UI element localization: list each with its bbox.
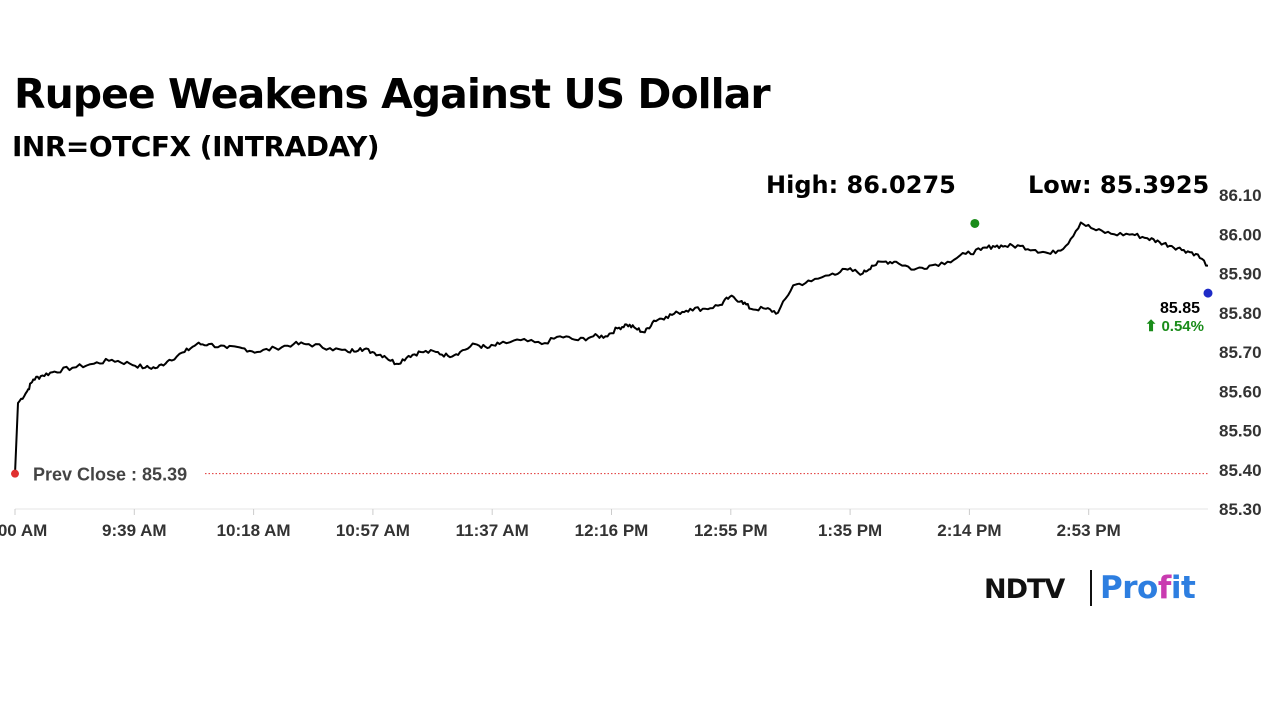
price-line [14, 221, 1208, 474]
last-point [1203, 288, 1213, 298]
ndtv-profit-logo: NDTV Profit [984, 568, 1204, 608]
y-tick-label: 86.10 [1219, 186, 1262, 205]
y-tick-label: 85.50 [1219, 422, 1262, 441]
logo-profit-end: it [1170, 570, 1196, 606]
start-point [11, 469, 19, 478]
low-stat: Low: 85.3925 [1028, 171, 1210, 199]
y-tick-label: 85.40 [1219, 461, 1262, 480]
x-tick-label: 12:16 PM [575, 521, 649, 540]
logo-divider [1090, 570, 1092, 606]
logo-profit-main: Pro [1100, 570, 1158, 606]
x-tick-label: 10:18 AM [217, 521, 291, 540]
x-tick-label: 2:53 PM [1057, 521, 1121, 540]
x-tick-label: 12:55 PM [694, 521, 768, 540]
x-tick-label: 11:37 AM [456, 521, 529, 540]
last-value-label: 85.85 [1160, 300, 1200, 317]
logo-profit-accent: f [1157, 570, 1172, 606]
y-tick-label: 85.90 [1219, 265, 1262, 284]
x-tick-label: 2:14 PM [937, 521, 1001, 540]
high-stat: High: 86.0275 [766, 171, 956, 199]
y-tick-label: 85.60 [1219, 382, 1262, 401]
x-tick-label: 9:00 AM [0, 521, 47, 540]
y-tick-label: 85.70 [1219, 343, 1262, 362]
logo-profit-text: Profit [1100, 570, 1196, 606]
change-label: ⬆ 0.54% [1145, 318, 1204, 335]
x-tick-label: 1:35 PM [818, 521, 882, 540]
page-title: Rupee Weakens Against US Dollar [14, 70, 771, 118]
logo-ndtv-text: NDTV [984, 574, 1065, 605]
y-tick-label: 85.80 [1219, 304, 1262, 323]
high-point [970, 218, 980, 228]
y-tick-label: 86.00 [1219, 225, 1262, 244]
prev-close-label: Prev Close : 85.39 [33, 465, 187, 485]
page-subtitle: INR=OTCFX (INTRADAY) [12, 130, 380, 163]
x-tick-label: 9:39 AM [102, 521, 167, 540]
y-tick-label: 85.30 [1219, 500, 1262, 519]
x-tick-label: 10:57 AM [336, 521, 410, 540]
